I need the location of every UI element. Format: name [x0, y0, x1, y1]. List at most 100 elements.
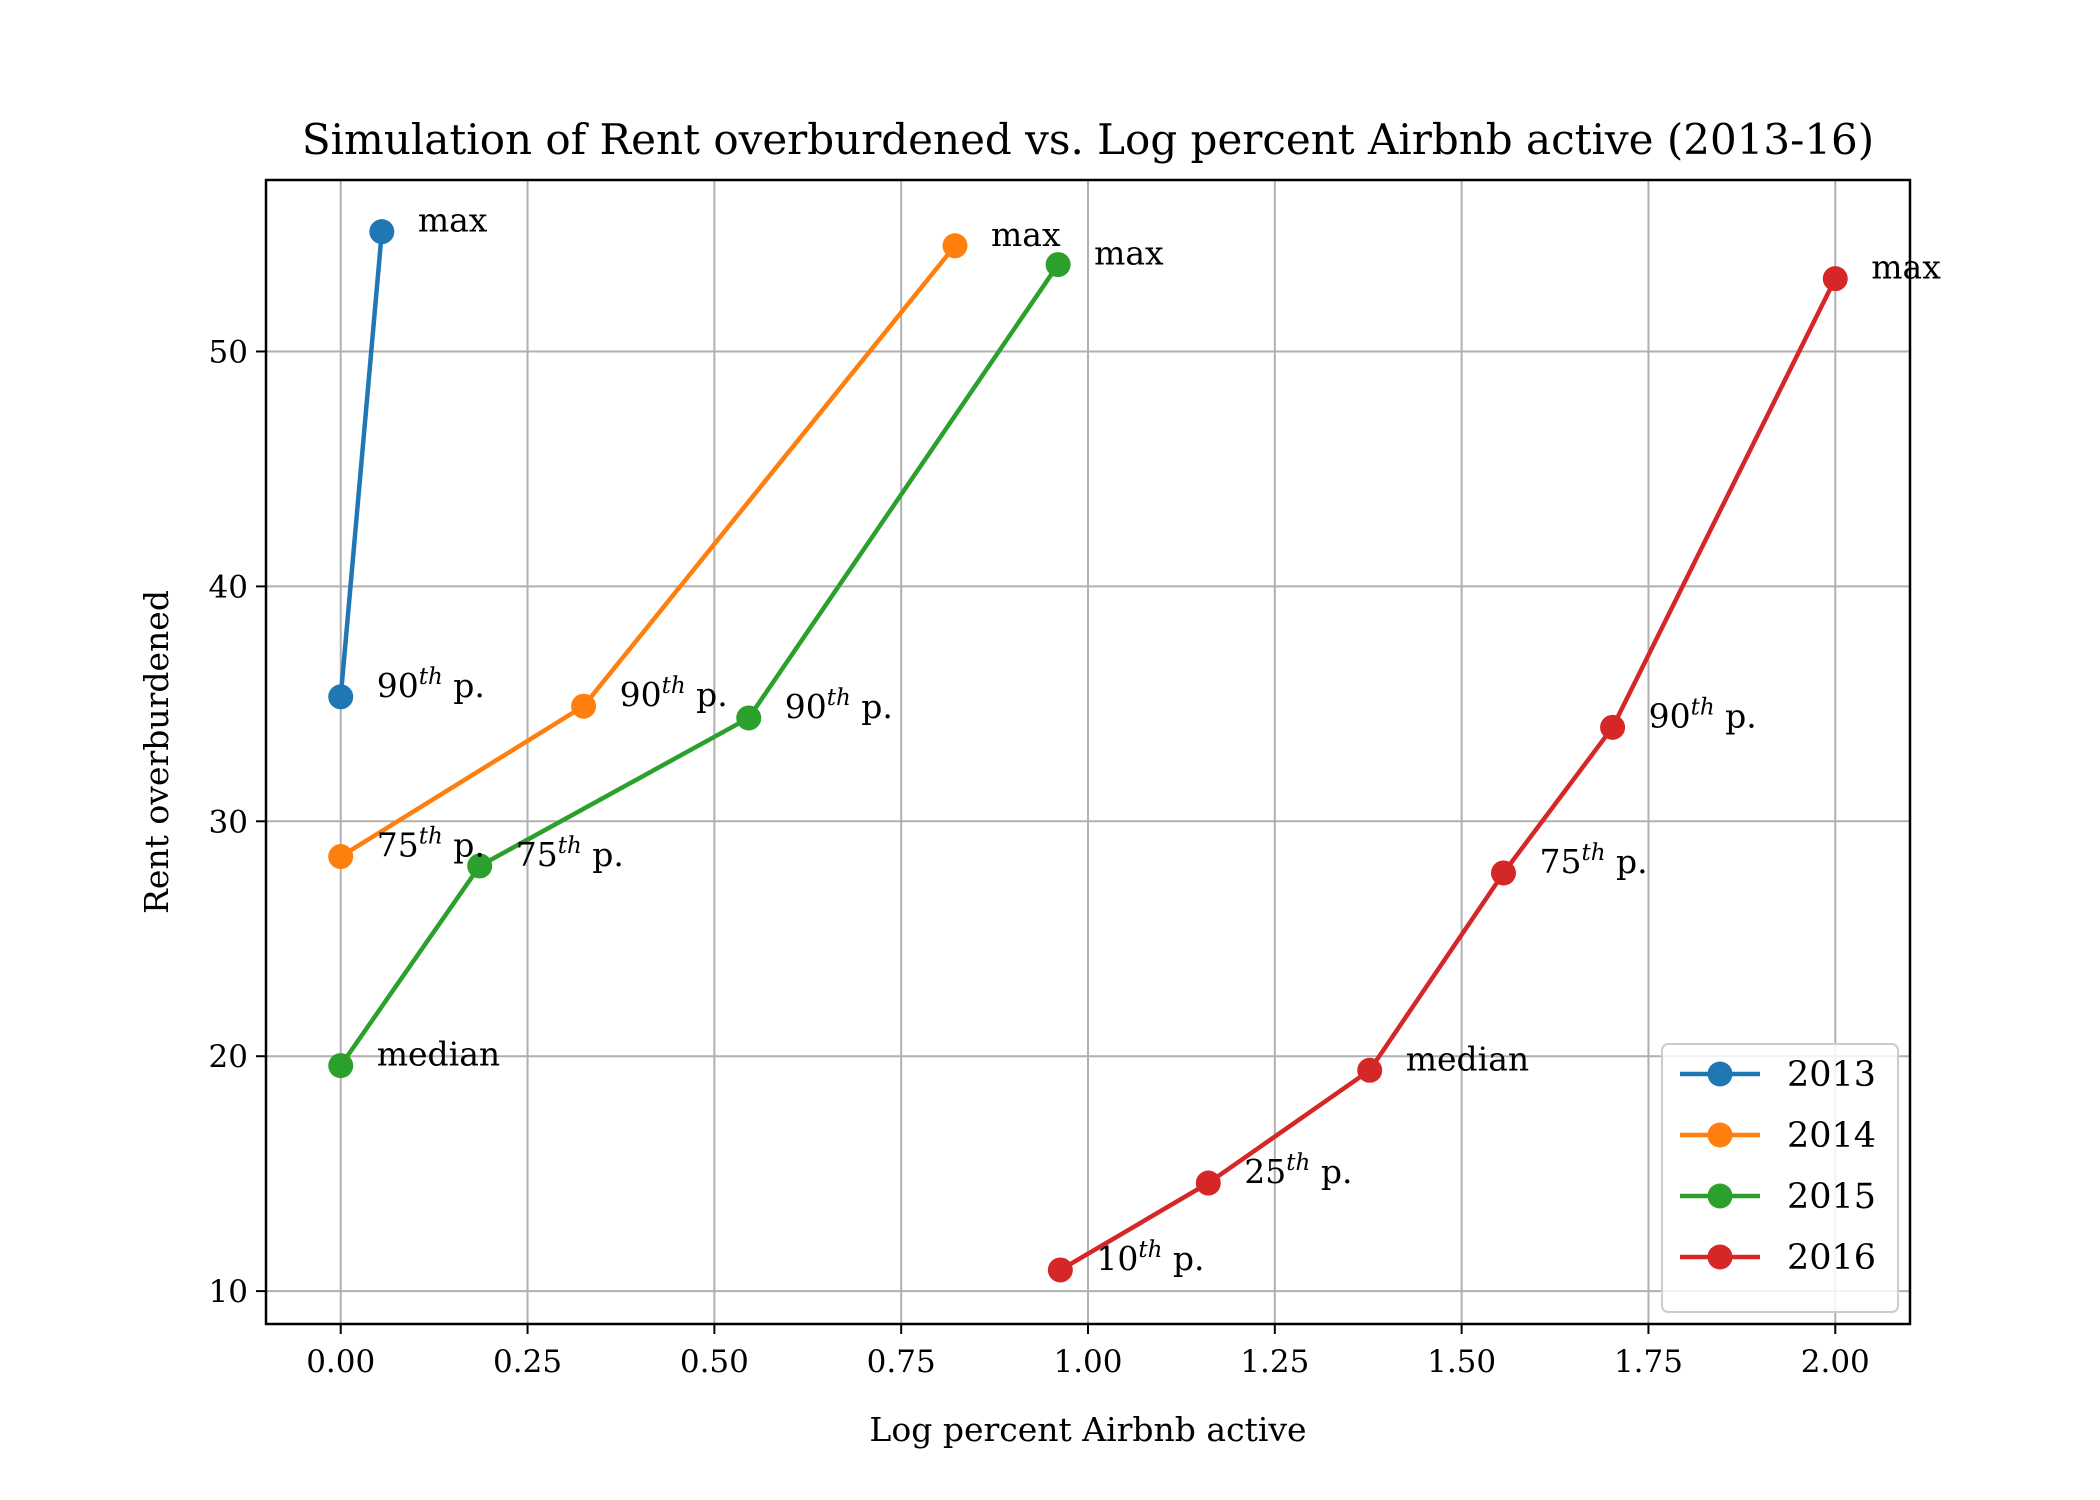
data-point	[942, 233, 968, 259]
point-label-base: 90	[785, 687, 827, 726]
x-tick-label: 0.75	[867, 1344, 936, 1380]
point-label: 75th p.	[516, 833, 624, 874]
point-label-base: 90	[377, 666, 419, 705]
y-tick-label: 30	[209, 804, 248, 840]
point-label-suffix: p.	[1162, 1239, 1204, 1278]
data-point	[1490, 860, 1516, 886]
legend-label: 2015	[1787, 1177, 1876, 1217]
x-tick-label: 1.25	[1240, 1344, 1309, 1380]
axis-ticks: 0.00 0.25 0.50 0.75 1.00 1.25 1.50 1.75 2.00 10 20…	[209, 334, 1870, 1380]
y-tick-label: 50	[209, 334, 248, 370]
point-label-superscript: th	[1286, 1150, 1310, 1176]
point-label-base: max	[1094, 234, 1164, 273]
x-tick-label: 0.50	[680, 1344, 749, 1380]
point-label-base: median	[377, 1035, 500, 1074]
legend-marker	[1707, 1244, 1733, 1270]
point-label-base: 90	[1649, 696, 1691, 735]
legend-marker	[1707, 1183, 1733, 1209]
legend-label: 2013	[1787, 1055, 1876, 1095]
point-label-base: median	[1406, 1039, 1529, 1078]
point-label-superscript: th	[827, 685, 851, 711]
data-point	[736, 705, 762, 731]
point-label: 90th p.	[785, 685, 893, 726]
point-label: max	[1871, 248, 1941, 287]
legend-entry-2016: 2016	[1680, 1238, 1876, 1278]
data-point	[1195, 1170, 1221, 1196]
point-label-suffix: p.	[443, 826, 485, 865]
point-label-suffix: p.	[1606, 842, 1648, 881]
point-label-base: max	[418, 201, 488, 240]
point-label-suffix: p.	[851, 687, 893, 726]
point-label: 90th p.	[377, 664, 485, 705]
chart-title: Simulation of Rent overburdened vs. Log …	[302, 115, 1874, 164]
series-2013	[328, 219, 395, 710]
y-tick-label: 10	[209, 1274, 248, 1310]
legend-entry-2015: 2015	[1680, 1177, 1876, 1217]
point-label-superscript: th	[1691, 694, 1715, 720]
point-label: 25th p.	[1244, 1150, 1352, 1191]
point-label: median	[377, 1035, 500, 1074]
data-point	[1357, 1057, 1383, 1083]
point-label-suffix: p.	[1715, 696, 1757, 735]
point-label: 90th p.	[620, 673, 728, 714]
y-tick-label: 20	[209, 1039, 248, 1075]
y-tick-label: 40	[209, 569, 248, 605]
point-label-suffix: p.	[443, 666, 485, 705]
legend-label: 2014	[1787, 1116, 1876, 1156]
data-point	[1822, 266, 1848, 292]
point-label-base: 10	[1096, 1239, 1138, 1278]
x-axis-label: Log percent Airbnb active	[869, 1410, 1306, 1449]
point-label-superscript: th	[1138, 1237, 1162, 1263]
legend-marker	[1707, 1061, 1733, 1087]
point-label: 10th p.	[1096, 1237, 1204, 1278]
data-point	[1045, 252, 1071, 278]
point-label-base: 75	[377, 826, 419, 865]
legend-entry-2014: 2014	[1680, 1116, 1876, 1156]
data-point	[369, 219, 395, 245]
x-tick-label: 1.75	[1614, 1344, 1683, 1380]
data-point	[467, 853, 493, 879]
point-label-base: 75	[1539, 842, 1581, 881]
x-tick-label: 2.00	[1801, 1344, 1870, 1380]
point-label: max	[1094, 234, 1164, 273]
data-point	[1600, 714, 1626, 740]
y-axis-label: Rent overburdened	[137, 590, 176, 914]
point-label: max	[418, 201, 488, 240]
x-tick-label: 1.00	[1053, 1344, 1122, 1380]
point-label-superscript: th	[558, 833, 582, 859]
x-tick-label: 1.50	[1427, 1344, 1496, 1380]
series-line-2016	[1059, 277, 1838, 1272]
legend: 2013 2014 2015 2016	[1661, 1043, 1899, 1313]
point-label-suffix: p.	[1310, 1152, 1352, 1191]
data-point	[328, 1053, 354, 1079]
legend-label: 2016	[1787, 1238, 1876, 1278]
series-line-2015	[338, 263, 1060, 1067]
series-2014	[328, 233, 968, 870]
data-point	[328, 844, 354, 870]
series-line-2013	[338, 231, 385, 697]
point-label-base: max	[1871, 248, 1941, 287]
point-label-superscript: th	[419, 664, 443, 690]
series-layer	[328, 219, 1848, 1283]
point-label-base: 75	[516, 835, 558, 874]
data-point	[571, 693, 597, 719]
point-label: median	[1406, 1039, 1529, 1078]
point-label-suffix: p.	[686, 675, 728, 714]
data-point	[328, 684, 354, 710]
point-label-superscript: th	[1581, 840, 1605, 866]
series-2015	[328, 252, 1071, 1079]
point-label: 75th p.	[377, 824, 485, 865]
point-label-base: max	[991, 215, 1061, 254]
point-label-base: 25	[1244, 1152, 1286, 1191]
point-label-base: 90	[620, 675, 662, 714]
point-label: 90th p.	[1649, 694, 1757, 735]
point-label: max	[991, 215, 1061, 254]
point-label-superscript: th	[662, 673, 686, 699]
legend-entry-2013: 2013	[1680, 1055, 1876, 1095]
point-label-superscript: th	[419, 824, 443, 850]
legend-marker	[1707, 1122, 1733, 1148]
point-label: 75th p.	[1539, 840, 1647, 881]
x-tick-label: 0.25	[493, 1344, 562, 1380]
